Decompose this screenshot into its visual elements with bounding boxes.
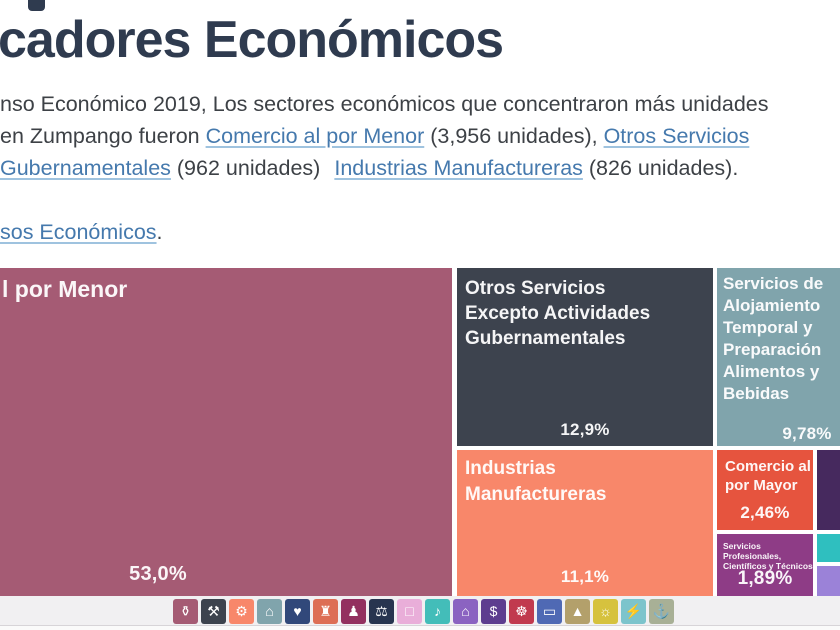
shopping-bag-icon[interactable]: ⚱ xyxy=(173,599,198,624)
treemap-block-comercio-al-por-mayor[interactable]: Comercio al por Mayor 2,46% xyxy=(717,450,813,530)
package-icon[interactable]: □ xyxy=(397,599,422,624)
lodging-icon[interactable]: ⌂ xyxy=(257,599,282,624)
label-line: Servicios de xyxy=(723,274,824,293)
block-label: Industrias Manufactureras xyxy=(465,456,607,508)
block-percent: 11,1% xyxy=(560,567,610,586)
legend-footer: ⚱ ⚒ ⚙ ⌂ ♥ ♜ ♟ ⚖ □ ♪ ⌂ $ ☸ ▭ ▲ ☼ ⚡ ⚓ xyxy=(0,596,840,630)
block-percent: 2,46% xyxy=(740,503,790,522)
treemap-chart: l por Menor 53,0% Otros Servicios Except… xyxy=(0,268,840,596)
link-gubernamentales[interactable]: Gubernamentales xyxy=(0,156,171,180)
label-line: Científicos y Técnicos xyxy=(723,561,813,571)
intro-line-2: en Zumpango fueron Comercio al por Menor… xyxy=(0,120,840,152)
label-line: Alojamiento xyxy=(723,296,821,315)
block-percent: 53,0% xyxy=(129,563,187,585)
intro-line-3: Gubernamentales (962 unidades) Industrias… xyxy=(0,152,840,184)
block-percent: 12,9% xyxy=(560,420,610,439)
ship-icon[interactable]: ⚓ xyxy=(649,599,674,624)
cone-icon[interactable]: ▲ xyxy=(565,599,590,624)
treemap-block-small-1[interactable] xyxy=(817,450,840,530)
intro-line-3-end: (826 unidades). xyxy=(582,156,739,180)
block-label: Comercio al por Mayor xyxy=(725,457,811,495)
label-line: Otros Servicios xyxy=(465,278,606,299)
intro-line-3-mid: (962 unidades) xyxy=(170,156,321,180)
link-censos-economicos[interactable]: sos Económicos xyxy=(0,220,157,244)
truck-icon[interactable]: ☸ xyxy=(509,599,534,624)
house-icon[interactable]: ⌂ xyxy=(453,599,478,624)
briefcase-icon[interactable]: ⚖ xyxy=(369,599,394,624)
treemap-block-industrias-manufactureras[interactable]: Industrias Manufactureras 11,1% xyxy=(457,450,713,596)
block-percent: 9,78% xyxy=(782,424,832,443)
factory-icon[interactable]: ⚙ xyxy=(229,599,254,624)
label-line: Servicios Profesionales, xyxy=(723,541,782,561)
intro-line-2-mid: (3,956 unidades), xyxy=(424,124,604,148)
block-label: Servicios Profesionales, Científicos y T… xyxy=(723,541,813,571)
intro-line-1-text: nso Económico 2019, Los sectores económi… xyxy=(0,92,769,116)
label-line: Industrias xyxy=(465,458,556,479)
label-line: Manufactureras xyxy=(465,484,607,505)
block-label: Otros Servicios Excepto Actividades Gube… xyxy=(465,276,650,351)
link-comercio-al-por-menor[interactable]: Comercio al por Menor xyxy=(205,124,425,148)
block-label: Servicios de Alojamiento Temporal y Prep… xyxy=(723,273,823,405)
transport-icon[interactable]: ▭ xyxy=(537,599,562,624)
sector-legend: ⚱ ⚒ ⚙ ⌂ ♥ ♜ ♟ ⚖ □ ♪ ⌂ $ ☸ ▭ ▲ ☼ ⚡ ⚓ xyxy=(173,599,674,624)
label-line: Temporal y xyxy=(723,318,813,337)
bulb-icon[interactable]: ☼ xyxy=(593,599,618,624)
tools-icon[interactable]: ⚒ xyxy=(201,599,226,624)
health-heart-icon[interactable]: ♥ xyxy=(285,599,310,624)
treemap-block-servicios-profesionales[interactable]: Servicios Profesionales, Científicos y T… xyxy=(717,534,813,596)
treemap-block-servicios-alojamiento[interactable]: Servicios de Alojamiento Temporal y Prep… xyxy=(717,268,840,446)
plug-icon[interactable]: ⚡ xyxy=(621,599,646,624)
treemap-block-small-2[interactable] xyxy=(817,534,840,562)
treemap-block-comercio-al-por-menor[interactable]: l por Menor 53,0% xyxy=(0,268,452,596)
source-line-period: . xyxy=(156,220,163,244)
money-bag-icon[interactable]: $ xyxy=(481,599,506,624)
page-title: cadores Económicos xyxy=(0,11,504,69)
treemap-block-otros-servicios[interactable]: Otros Servicios Excepto Actividades Gube… xyxy=(457,268,713,446)
label-line: Alimentos y xyxy=(723,362,820,381)
source-line: sos Económicos. xyxy=(0,220,163,245)
block-percent: 1,89% xyxy=(737,568,793,589)
label-line: Comercio al xyxy=(725,458,811,475)
intro-line-1: nso Económico 2019, Los sectores económi… xyxy=(0,88,840,120)
footer-divider xyxy=(0,625,840,626)
label-line: por Mayor xyxy=(725,477,798,494)
block-label: l por Menor xyxy=(2,276,128,302)
intro-paragraph: nso Económico 2019, Los sectores económi… xyxy=(0,88,840,184)
link-otros-servicios[interactable]: Otros Servicios xyxy=(603,124,750,148)
treemap-block-small-3[interactable] xyxy=(817,566,840,596)
label-line: Bebidas xyxy=(723,384,790,403)
bank-building-icon[interactable]: ♜ xyxy=(313,599,338,624)
below-divider-area xyxy=(0,626,840,630)
label-line: Preparación xyxy=(723,340,822,359)
label-line: Excepto Actividades xyxy=(465,303,651,324)
cropped-ui-fragment xyxy=(28,0,45,11)
label-line: Gubernamentales xyxy=(465,328,626,349)
music-note-icon[interactable]: ♪ xyxy=(425,599,450,624)
person-icon[interactable]: ♟ xyxy=(341,599,366,624)
intro-line-2-pre: en Zumpango fueron xyxy=(0,124,206,148)
link-industrias-manufactureras[interactable]: Industrias Manufactureras xyxy=(334,156,583,180)
